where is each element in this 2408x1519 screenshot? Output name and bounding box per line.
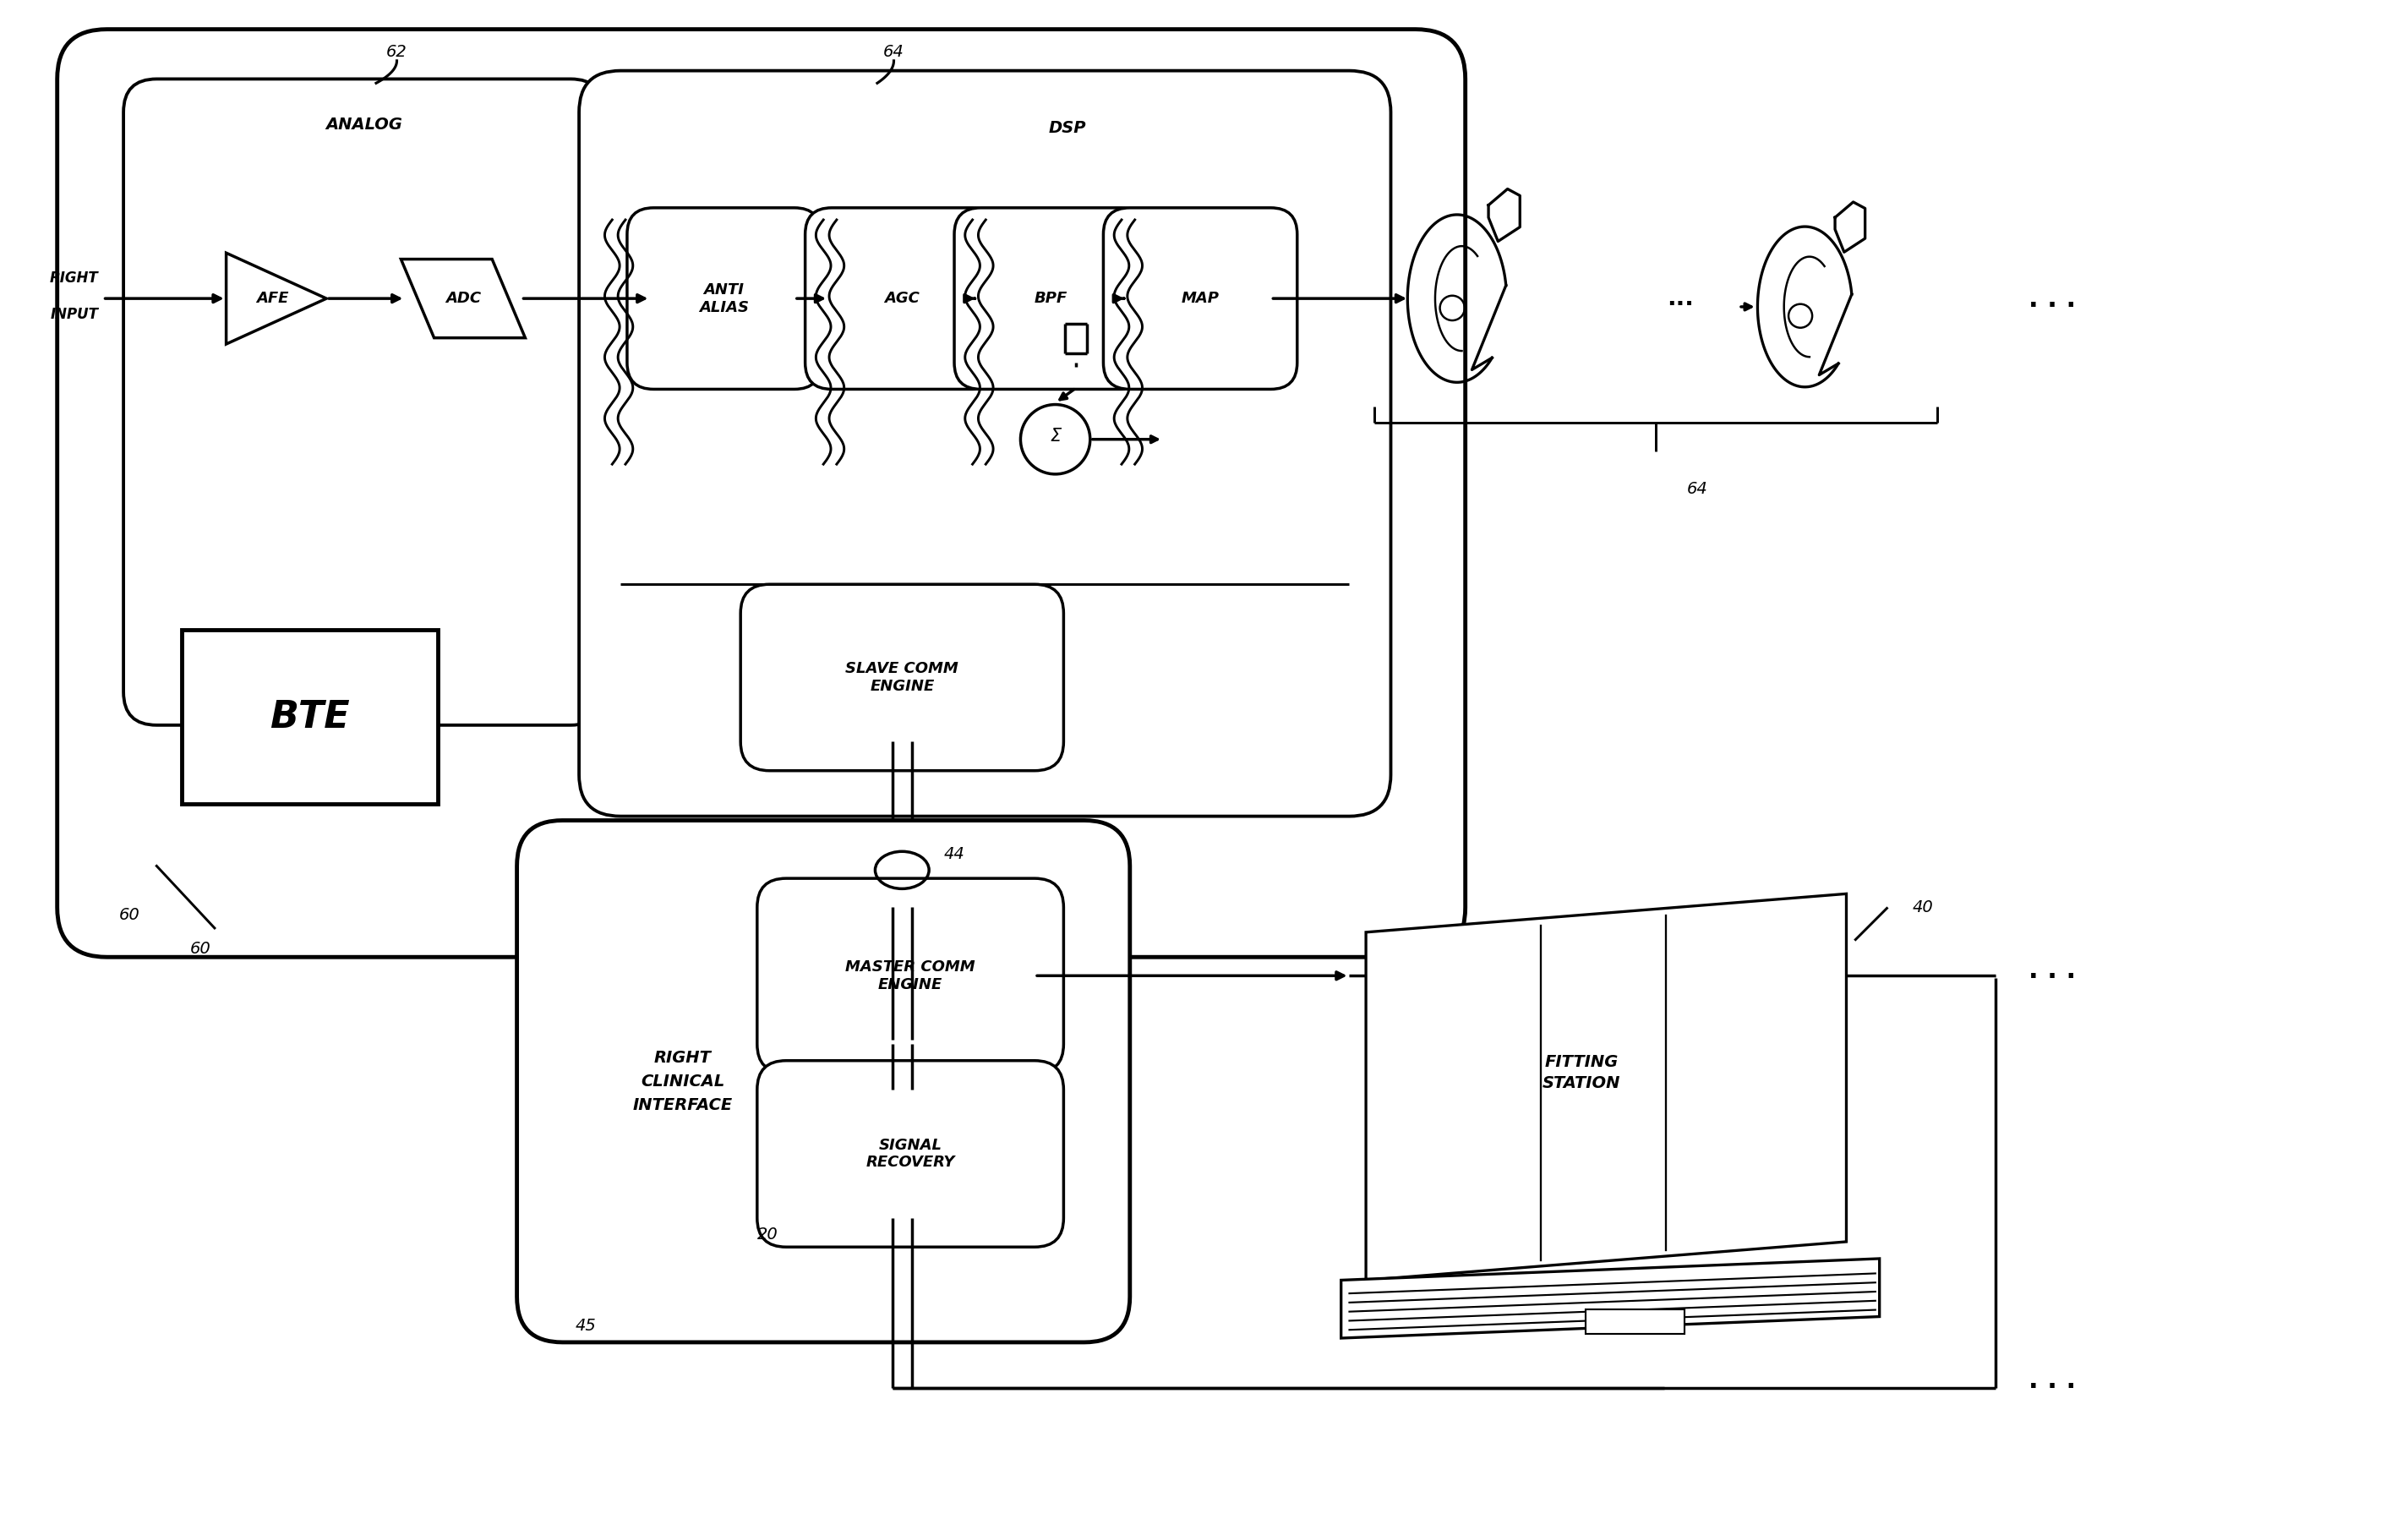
Circle shape: [1021, 404, 1091, 474]
FancyBboxPatch shape: [123, 79, 604, 725]
Bar: [1584, 1309, 1686, 1334]
Text: 62: 62: [385, 44, 407, 61]
FancyBboxPatch shape: [578, 71, 1392, 816]
Text: AGC: AGC: [884, 292, 920, 307]
Text: BPF: BPF: [1035, 292, 1067, 307]
Text: SLAVE COMM
ENGINE: SLAVE COMM ENGINE: [845, 661, 958, 694]
Text: SIGNAL
RECOVERY: SIGNAL RECOVERY: [867, 1138, 956, 1170]
Text: · · ·: · · ·: [2028, 295, 2076, 319]
Polygon shape: [402, 260, 525, 337]
Text: 20: 20: [756, 1226, 778, 1243]
Polygon shape: [226, 254, 327, 345]
Text: INPUT: INPUT: [51, 307, 99, 322]
Text: 60: 60: [190, 940, 209, 957]
Text: ADC: ADC: [445, 292, 482, 307]
FancyBboxPatch shape: [58, 29, 1466, 957]
FancyBboxPatch shape: [1103, 208, 1298, 389]
Text: MASTER COMM
ENGINE: MASTER COMM ENGINE: [845, 960, 975, 992]
Text: ...: ...: [1666, 287, 1695, 310]
FancyBboxPatch shape: [518, 820, 1129, 1343]
FancyBboxPatch shape: [804, 208, 999, 389]
FancyBboxPatch shape: [742, 585, 1064, 770]
Text: 44: 44: [944, 846, 966, 861]
Text: ANALOG: ANALOG: [325, 117, 402, 132]
Text: BTE: BTE: [270, 699, 349, 735]
Text: 40: 40: [1912, 899, 1934, 916]
Text: RIGHT
CLINICAL
INTERFACE: RIGHT CLINICAL INTERFACE: [633, 1050, 732, 1113]
Text: ANTI
ALIAS: ANTI ALIAS: [698, 283, 749, 314]
Text: 64: 64: [1686, 480, 1707, 497]
Text: DSP: DSP: [1050, 120, 1086, 137]
Text: FITTING
STATION: FITTING STATION: [1541, 1054, 1621, 1092]
Text: Σ: Σ: [1050, 427, 1062, 445]
FancyBboxPatch shape: [756, 878, 1064, 1072]
FancyBboxPatch shape: [756, 1060, 1064, 1247]
FancyBboxPatch shape: [626, 208, 821, 389]
Polygon shape: [1341, 1259, 1881, 1338]
Text: 64: 64: [884, 44, 905, 61]
FancyBboxPatch shape: [954, 208, 1149, 389]
Text: RIGHT: RIGHT: [51, 270, 99, 286]
Text: AFE: AFE: [255, 292, 289, 307]
Text: 60: 60: [120, 907, 140, 924]
Text: MAP: MAP: [1182, 292, 1218, 307]
Bar: [181, 630, 438, 804]
Text: · · ·: · · ·: [2028, 966, 2076, 990]
Text: · · ·: · · ·: [2028, 1376, 2076, 1401]
Text: 45: 45: [576, 1317, 595, 1334]
Polygon shape: [1365, 893, 1847, 1281]
